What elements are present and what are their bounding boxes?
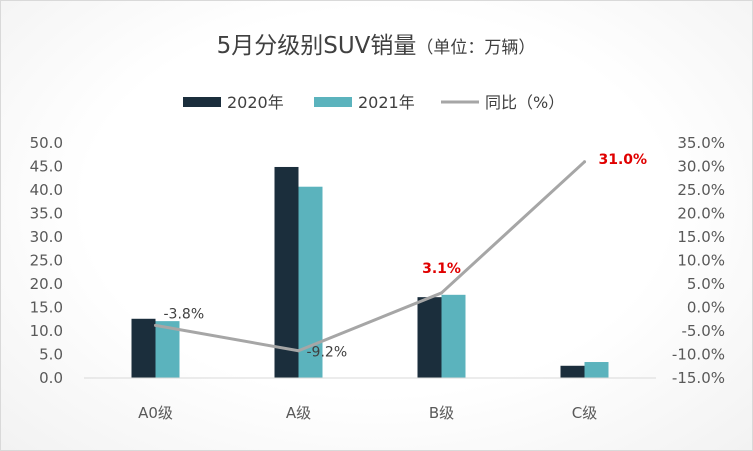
- bar-2021年: [155, 321, 180, 378]
- legend-swatch: [183, 97, 221, 107]
- right-axis-tick-label: -10.0%: [672, 346, 725, 364]
- category-label: C级: [572, 404, 597, 422]
- right-axis-tick-label: -15.0%: [672, 369, 725, 387]
- legend-label: 2020年: [227, 93, 284, 112]
- data-label: 3.1%: [422, 261, 461, 277]
- bar-2021年: [584, 362, 609, 378]
- left-axis-tick-label: 5.0: [39, 346, 63, 364]
- right-axis-tick-label: 10.0%: [677, 252, 725, 270]
- right-axis-tick-label: -5.0%: [681, 322, 725, 340]
- right-axis-tick-label: 25.0%: [677, 181, 725, 199]
- left-axis-tick-label: 25.0: [30, 252, 63, 270]
- category-label: B级: [429, 404, 454, 422]
- left-axis-tick-label: 30.0: [30, 228, 63, 246]
- chart-title-main: 5月分级别SUV销量: [217, 33, 417, 59]
- left-axis-tick-label: 10.0: [30, 322, 63, 340]
- left-axis-tick-label: 40.0: [30, 181, 63, 199]
- right-axis-tick-label: 20.0%: [677, 205, 725, 223]
- chart-title: 5月分级别SUV销量（单位：万辆）: [217, 33, 536, 59]
- line-series: [154, 160, 586, 353]
- line-yoy: [154, 160, 586, 353]
- left-axis-tick-label: 20.0: [30, 275, 63, 293]
- right-axis-tick-label: 30.0%: [677, 158, 725, 176]
- bar-series: [131, 166, 609, 378]
- data-label: 31.0%: [599, 152, 648, 168]
- left-axis-tick-label: 35.0: [30, 205, 63, 223]
- legend-label: 2021年: [358, 93, 415, 112]
- right-axis-tick-label: 0.0%: [687, 299, 725, 317]
- bar-2021年: [441, 294, 466, 378]
- chart-title-unit: （单位：万辆）: [416, 38, 535, 58]
- bar-2020年: [560, 365, 585, 378]
- left-axis-tick-label: 50.0: [30, 134, 63, 152]
- chart-legend: 2020年 2021年 同比（%）: [183, 93, 564, 112]
- left-axis-tick-label: 45.0: [30, 158, 63, 176]
- data-label: -3.8%: [164, 306, 205, 322]
- bar-2020年: [274, 166, 299, 378]
- line-point: [297, 349, 300, 353]
- left-axis-tick-label: 15.0: [30, 299, 63, 317]
- left-axis: 0.0 5.0 10.0 15.0 20.0 25.0 30.0 35.0 40.0 45.0 50…: [30, 134, 63, 387]
- right-axis-tick-label: 5.0%: [687, 275, 725, 293]
- bar-2020年: [417, 297, 442, 378]
- line-point: [154, 323, 157, 327]
- category-axis: A0级 A级 B级 C级: [84, 377, 656, 422]
- line-point: [440, 291, 443, 295]
- right-axis-tick-label: 15.0%: [677, 228, 725, 246]
- bar-2020年: [131, 318, 156, 378]
- line-point: [583, 160, 586, 164]
- right-axis: -15.0% -10.0% -5.0% 0.0% 5.0% 10.0% 15.0% 20.0%…: [672, 134, 725, 387]
- right-axis-tick-label: 35.0%: [677, 134, 725, 152]
- data-label: -9.2%: [307, 345, 348, 361]
- legend-swatch: [314, 97, 352, 107]
- legend-label: 同比（%）: [485, 93, 564, 112]
- category-label: A级: [286, 404, 311, 422]
- category-label: A0级: [138, 404, 173, 422]
- left-axis-tick-label: 0.0: [39, 369, 63, 387]
- line-data-labels: -3.8% -9.2% 3.1% 31.0%: [164, 152, 648, 361]
